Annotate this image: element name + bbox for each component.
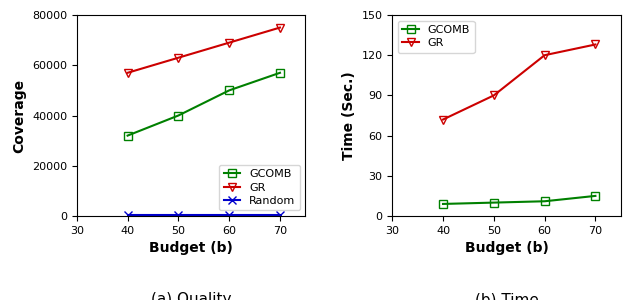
Y-axis label: Coverage: Coverage <box>12 78 26 153</box>
Legend: GCOMB, GR, Random: GCOMB, GR, Random <box>219 165 300 210</box>
Line: Random: Random <box>124 211 284 220</box>
Text: (a) Quality: (a) Quality <box>151 292 231 300</box>
GR <box>490 94 498 97</box>
Line: GCOMB: GCOMB <box>439 192 600 208</box>
Text: (b) Time: (b) Time <box>475 292 538 300</box>
GR <box>439 118 447 121</box>
GCOMB <box>276 71 284 75</box>
GCOMB <box>439 202 447 206</box>
GR <box>225 41 233 44</box>
X-axis label: Budget (b): Budget (b) <box>465 241 548 255</box>
Random <box>175 214 182 217</box>
GCOMB <box>124 134 131 137</box>
GR <box>591 43 599 46</box>
GR <box>541 53 548 57</box>
GCOMB <box>591 194 599 198</box>
Line: GR: GR <box>439 40 600 124</box>
X-axis label: Budget (b): Budget (b) <box>149 241 233 255</box>
GCOMB <box>541 200 548 203</box>
GCOMB <box>490 201 498 204</box>
Random <box>276 214 284 217</box>
GR <box>175 56 182 59</box>
Random <box>124 214 131 217</box>
Line: GR: GR <box>124 23 284 77</box>
Random <box>225 214 233 217</box>
Line: GCOMB: GCOMB <box>124 69 284 140</box>
Legend: GCOMB, GR: GCOMB, GR <box>398 21 475 53</box>
Y-axis label: Time (Sec.): Time (Sec.) <box>342 71 356 160</box>
GCOMB <box>175 114 182 117</box>
GR <box>276 26 284 29</box>
GR <box>124 71 131 75</box>
GCOMB <box>225 88 233 92</box>
